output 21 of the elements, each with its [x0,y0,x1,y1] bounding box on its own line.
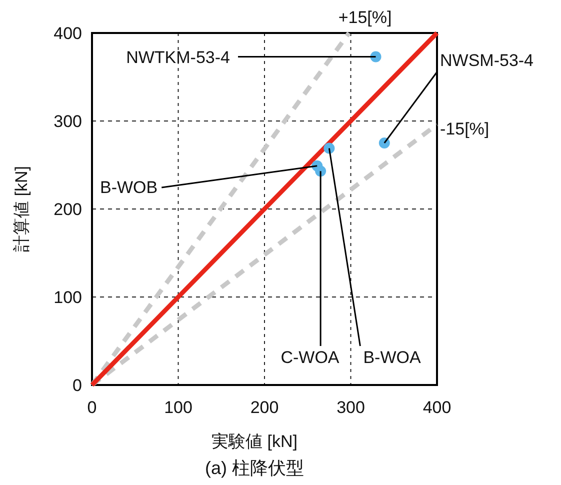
x-tick-label: 400 [422,398,452,417]
annotation: NWTKM-53-4 [126,48,376,67]
x-tick-label: 100 [164,398,192,417]
x-tick-label: 200 [250,398,279,417]
x-axis-title: 実験値 [kN] [212,432,298,451]
y-tick-label: 400 [54,24,82,43]
annotation: NWSM-53-4 [440,51,534,70]
annotation: B-WOB [100,178,158,197]
annotation: +15[%] [338,8,392,27]
annotation: C-WOA [280,348,340,367]
y-tick-label: 200 [54,200,82,219]
x-tick-label: 300 [336,398,365,417]
annotation: B-WOA [363,348,422,367]
annotation: -15[%] [440,120,490,139]
y-tick-label: 100 [54,288,82,307]
y-tick-label: 300 [54,112,82,131]
text: (a) 柱降伏型 [205,458,304,478]
annotation: NWTKM-53-4 [126,48,230,67]
y-tick-label: 0 [72,376,82,395]
y-axis-title: 計算値 [kN] [12,166,31,252]
x-tick-label: 0 [87,398,97,417]
